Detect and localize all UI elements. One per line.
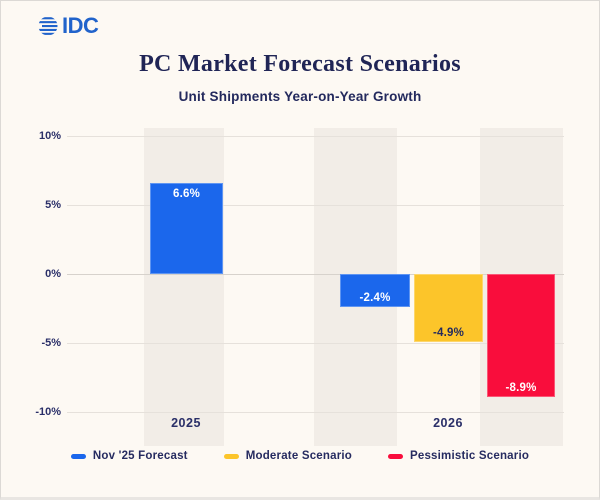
- x-axis-label-2026: 2026: [433, 416, 463, 430]
- gridline--10%: [67, 412, 564, 413]
- gridline-5%: [67, 205, 564, 206]
- y-tick--5%: -5%: [41, 337, 61, 349]
- idc-logo-text: IDC: [62, 13, 99, 38]
- y-tick--10%: -10%: [35, 406, 61, 418]
- bar-2026-pessimistic-scenario: -8.9%: [487, 274, 555, 397]
- legend-swatch-icon: [70, 453, 86, 459]
- gridline-0%: [67, 274, 564, 275]
- y-tick-10%: 10%: [38, 130, 61, 142]
- legend-swatch-icon: [223, 453, 239, 459]
- bar-value-label: 6.6%: [172, 187, 200, 200]
- idc-logo: IDC: [37, 13, 99, 38]
- x-axis-label-2025: 2025: [171, 416, 201, 430]
- legend-label: Pessimistic Scenario: [410, 450, 530, 462]
- legend-item-moderate-scenario: Moderate Scenario: [223, 450, 352, 462]
- background-band-1: [144, 128, 224, 446]
- y-tick-5%: 5%: [45, 199, 61, 211]
- bar-2026-nov-25-forecast: -2.4%: [340, 274, 410, 308]
- bar-value-label: -4.9%: [432, 326, 465, 339]
- legend-item-pessimistic-scenario: Pessimistic Scenario: [388, 450, 529, 462]
- bar-value-label: -8.9%: [505, 381, 537, 394]
- chart-subtitle: Unit Shipments Year-on-Year Growth: [178, 89, 422, 104]
- legend: Nov '25 Forecast Moderate Scenario Pessimi…: [1, 450, 599, 462]
- legend-label: Nov '25 Forecast: [92, 450, 188, 462]
- bar-2025-nov-25-forecast: 6.6%: [150, 182, 223, 274]
- legend-label: Moderate Scenario: [245, 450, 352, 462]
- gridline-10%: [67, 136, 564, 137]
- chart-title: PC Market Forecast Scenarios: [139, 51, 461, 77]
- legend-item-nov-25-forecast: Nov '25 Forecast: [70, 450, 188, 462]
- y-tick-0%: 0%: [45, 268, 61, 280]
- idc-globe-icon: [38, 17, 58, 35]
- legend-swatch-icon: [388, 453, 403, 459]
- gridline--5%: [67, 343, 564, 344]
- bar-2026-moderate-scenario: -4.9%: [414, 274, 483, 342]
- bar-value-label: -2.4%: [359, 292, 391, 305]
